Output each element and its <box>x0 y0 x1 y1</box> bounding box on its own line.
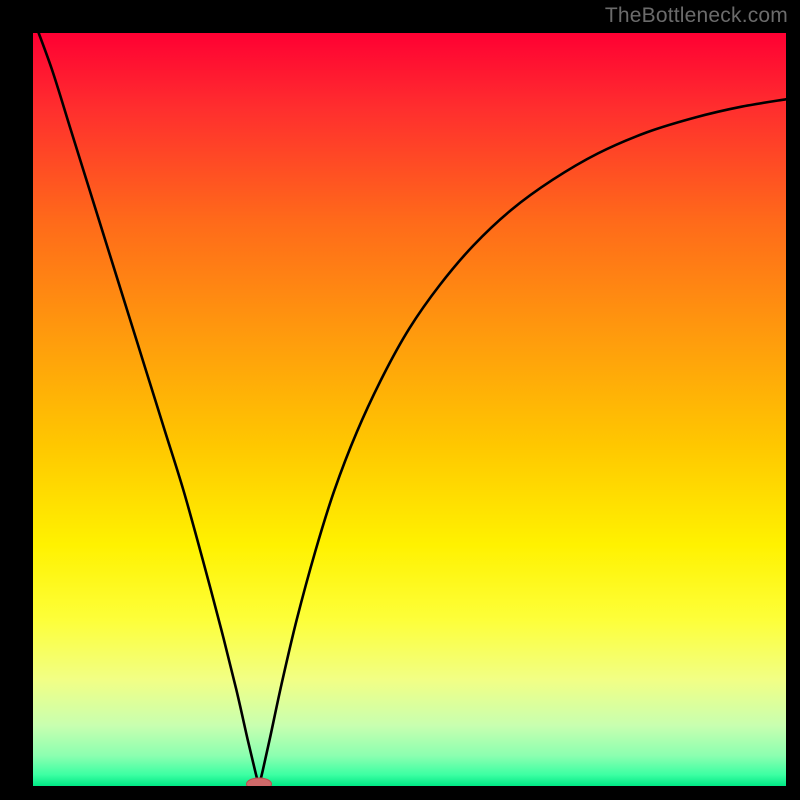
chart-svg <box>33 33 786 786</box>
chart-outer-frame: TheBottleneck.com <box>0 0 800 800</box>
watermark-text: TheBottleneck.com <box>605 4 788 28</box>
chart-background-gradient <box>33 33 786 786</box>
plot-area <box>33 33 786 786</box>
minimum-point-marker <box>246 777 272 786</box>
